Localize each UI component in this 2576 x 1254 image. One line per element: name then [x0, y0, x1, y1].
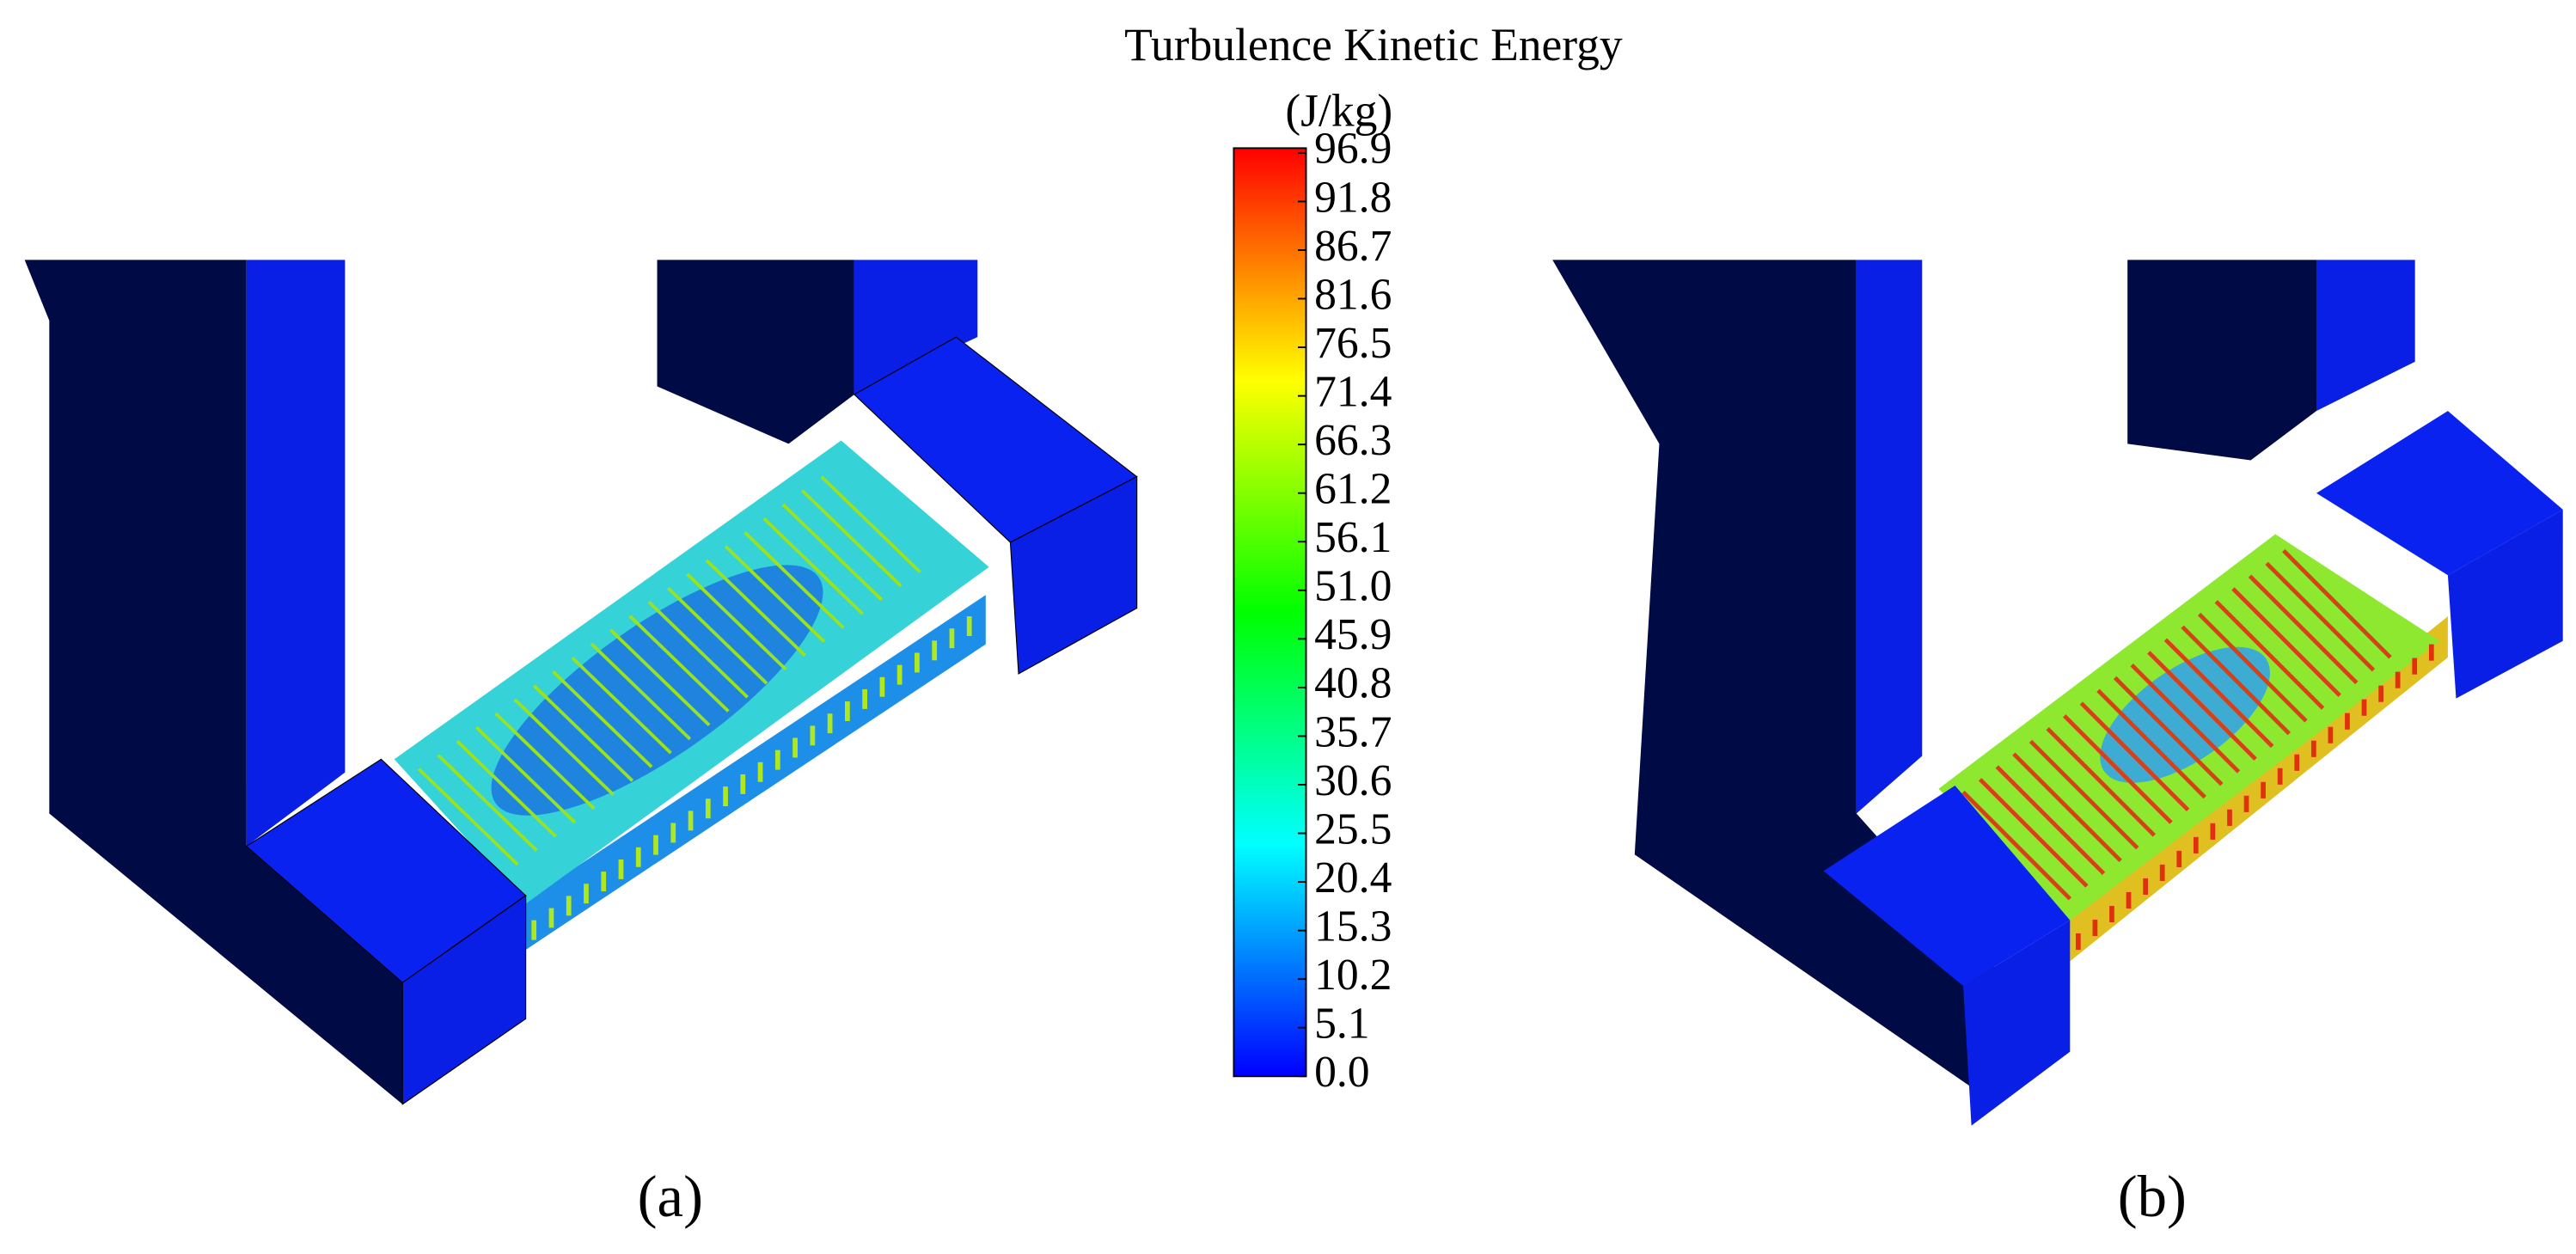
tick-label: 96.9	[1314, 125, 1392, 174]
unit: (J/kg)	[1285, 84, 1392, 136]
fin	[2231, 587, 2341, 697]
panel-a	[24, 260, 1138, 1105]
block-top	[2316, 411, 2563, 576]
block-face	[1009, 475, 1138, 675]
tick-label: 40.8	[1314, 659, 1392, 708]
fin	[571, 656, 672, 755]
fin	[532, 684, 634, 782]
fin	[705, 559, 806, 658]
column-side	[657, 260, 854, 444]
fin	[743, 531, 845, 629]
fin	[762, 517, 864, 615]
column-face	[2316, 260, 2415, 412]
fin	[494, 712, 596, 811]
block-face	[2447, 509, 2563, 699]
fin	[2214, 600, 2325, 710]
tick-label: 35.7	[1314, 707, 1392, 756]
title: Turbulence Kinetic Energy	[1124, 19, 1623, 70]
block-face	[1963, 920, 2071, 1126]
tick-label: 91.8	[1314, 173, 1392, 222]
tick-label: 66.3	[1314, 416, 1392, 465]
tick-label: 45.9	[1314, 610, 1392, 659]
column-face	[246, 260, 346, 847]
tick-label: 86.7	[1314, 222, 1392, 271]
block-face	[401, 894, 527, 1105]
fin	[552, 670, 653, 768]
fin	[781, 503, 884, 602]
block-top	[1823, 785, 2071, 987]
tick-label: 61.2	[1314, 465, 1392, 514]
fin	[2282, 548, 2392, 659]
fin	[2046, 726, 2157, 837]
fin	[474, 725, 577, 824]
fin	[2113, 676, 2224, 786]
colorbar	[1233, 147, 1307, 1078]
fin	[590, 642, 692, 741]
tick-label: 20.4	[1314, 853, 1392, 902]
fin	[1978, 778, 2089, 888]
fin	[513, 698, 615, 797]
column-side	[1552, 260, 1997, 1104]
fin	[2012, 752, 2122, 863]
tick-label: 51.0	[1314, 562, 1392, 611]
tick-label: 56.1	[1314, 513, 1392, 562]
tick-label: 25.5	[1314, 804, 1392, 853]
low-zone	[2100, 646, 2270, 783]
fin	[1995, 765, 2106, 875]
fin	[2163, 638, 2274, 749]
fin	[2130, 664, 2241, 774]
tick-label: 71.4	[1314, 367, 1392, 416]
low-zone	[491, 565, 823, 816]
fin	[2079, 701, 2190, 812]
column-face	[854, 260, 978, 395]
fin	[2198, 612, 2308, 723]
fin	[628, 615, 730, 713]
tick-label: 30.6	[1314, 756, 1392, 805]
panel-label: (b)	[2118, 1164, 2187, 1229]
stripes	[1961, 548, 2434, 951]
fin	[686, 572, 787, 671]
fin	[2147, 651, 2257, 761]
fin	[666, 586, 768, 685]
column-side	[24, 260, 403, 1104]
tick-label: 76.5	[1314, 319, 1392, 368]
tick-label: 0.0	[1314, 1048, 1369, 1097]
fin	[418, 768, 519, 866]
fin	[801, 489, 903, 588]
panel-b	[1552, 260, 2563, 1126]
fin	[2096, 688, 2206, 799]
fin	[456, 740, 558, 838]
fin	[820, 475, 921, 573]
fin	[1961, 790, 2071, 901]
fin	[2028, 739, 2139, 850]
fin	[647, 601, 749, 699]
fin	[2181, 625, 2291, 736]
column-side	[2127, 260, 2317, 461]
fin	[2265, 561, 2376, 672]
tick-label: 81.6	[1314, 270, 1392, 319]
tick-label: 15.3	[1314, 902, 1392, 951]
fin	[2248, 574, 2359, 685]
panel-label: (a)	[638, 1164, 703, 1229]
fin	[609, 628, 711, 727]
fin	[724, 545, 826, 643]
tick-label: 10.2	[1314, 951, 1392, 1000]
column-face	[1856, 260, 1923, 814]
tick-label: 5.1	[1314, 1000, 1369, 1049]
stripes	[418, 475, 972, 940]
fin	[437, 754, 538, 852]
fin	[2063, 714, 2173, 824]
